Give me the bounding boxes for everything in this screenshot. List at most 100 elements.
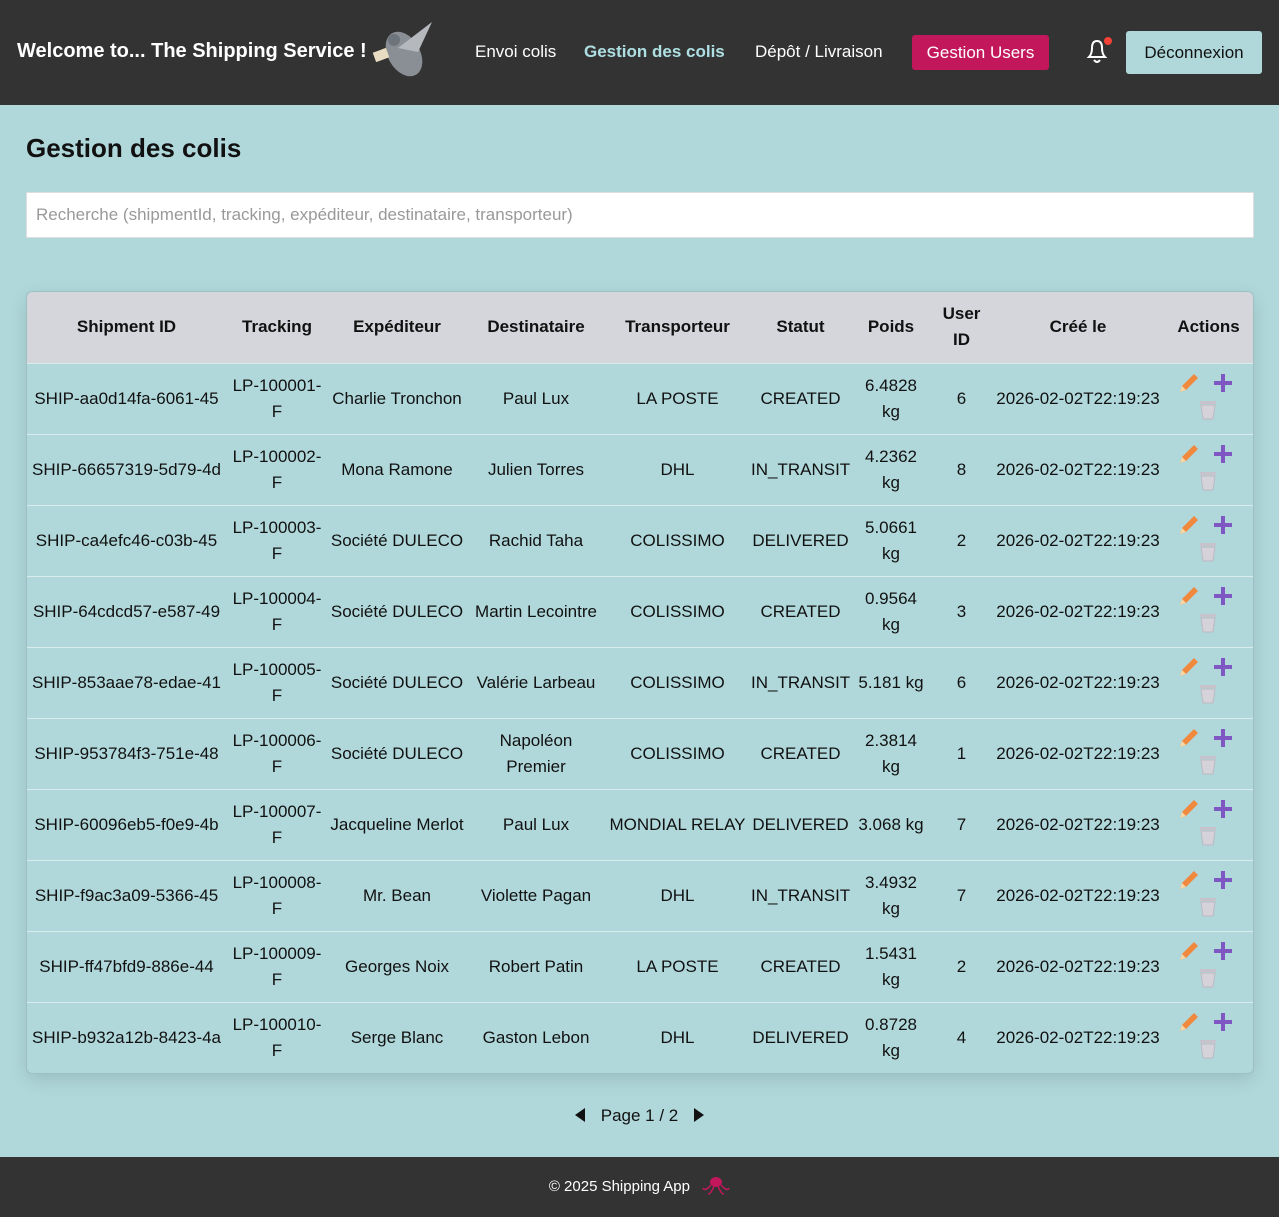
add-icon[interactable] xyxy=(1213,870,1232,889)
table-cell: CREATED xyxy=(749,362,852,434)
column-header: User ID xyxy=(930,292,993,363)
delete-icon[interactable] xyxy=(1199,1039,1216,1059)
delete-icon[interactable] xyxy=(1199,684,1216,703)
edit-icon[interactable] xyxy=(1179,657,1198,676)
add-icon[interactable] xyxy=(1213,515,1232,534)
page-title: Gestion des colis xyxy=(26,133,242,163)
table-cell: LP-100007-F xyxy=(226,788,328,860)
table-row: SHIP-f9ac3a09-5366-45 LP-100008-F Mr. Bean… xyxy=(27,859,1253,931)
add-icon[interactable] xyxy=(1213,728,1232,747)
table-row: SHIP-64cdcd57-e587-49 LP-100004-F Société … xyxy=(27,575,1253,647)
actions-cell xyxy=(1163,646,1253,718)
page-label: Page 1 / 2 xyxy=(600,1106,679,1125)
edit-icon[interactable] xyxy=(1179,941,1198,960)
add-icon[interactable] xyxy=(1213,373,1232,392)
logout-button[interactable]: Déconnexion xyxy=(1126,31,1262,74)
delete-icon[interactable] xyxy=(1199,613,1216,632)
table-cell: 2026-02-02T22:19:23 xyxy=(993,930,1163,1002)
notifications[interactable] xyxy=(1084,36,1112,66)
table-cell: SHIP-ff47bfd9-886e-44 xyxy=(27,930,226,1002)
table-cell: Société DULECO xyxy=(328,646,466,718)
table-body: SHIP-aa0d14fa-6061-45 LP-100001-F Charlie … xyxy=(27,362,1253,1073)
delete-icon[interactable] xyxy=(1199,755,1216,774)
table-cell: LP-100004-F xyxy=(226,575,328,647)
pagination: Page 1 / 2 xyxy=(0,1106,1279,1126)
nav-link[interactable]: Dépôt / Livraison xyxy=(755,42,883,61)
column-header: Destinataire xyxy=(466,292,606,363)
table-cell: COLISSIMO xyxy=(606,504,749,576)
delete-icon[interactable] xyxy=(1199,400,1216,419)
table-cell: Société DULECO xyxy=(328,504,466,576)
delete-icon[interactable] xyxy=(1199,826,1216,845)
table-row: SHIP-b932a12b-8423-4a LP-100010-F Serge Bl… xyxy=(27,1001,1253,1073)
table-cell: SHIP-b932a12b-8423-4a xyxy=(27,1001,226,1073)
edit-icon[interactable] xyxy=(1179,870,1198,889)
edit-icon[interactable] xyxy=(1179,1012,1198,1031)
row-actions-icons xyxy=(1179,1012,1232,1059)
row-actions-icons xyxy=(1179,941,1232,987)
table-row: SHIP-aa0d14fa-6061-45 LP-100001-F Charlie … xyxy=(27,362,1253,434)
edit-icon[interactable] xyxy=(1179,444,1198,463)
prev-page[interactable] xyxy=(573,1107,587,1123)
table-row: SHIP-66657319-5d79-4d LP-100002-F Mona Ram… xyxy=(27,433,1253,505)
delete-icon[interactable] xyxy=(1199,542,1216,561)
row-actions-icons xyxy=(1179,515,1232,561)
actions-cell xyxy=(1163,859,1253,931)
table-row: SHIP-ca4efc46-c03b-45 LP-100003-F Société … xyxy=(27,504,1253,576)
column-header: Tracking xyxy=(226,292,328,363)
table-cell: 4.2362 kg xyxy=(852,433,930,505)
add-icon[interactable] xyxy=(1213,657,1232,676)
next-page[interactable] xyxy=(692,1107,706,1123)
table-cell: Mr. Bean xyxy=(328,859,466,931)
edit-icon[interactable] xyxy=(1179,728,1198,747)
edit-icon[interactable] xyxy=(1179,586,1198,605)
edit-icon[interactable] xyxy=(1179,799,1198,818)
actions-cell xyxy=(1163,930,1253,1002)
table-cell: 6.4828 kg xyxy=(852,362,930,434)
table-cell: Charlie Tronchon xyxy=(328,362,466,434)
actions-cell xyxy=(1163,1001,1253,1073)
add-icon[interactable] xyxy=(1213,586,1232,605)
table-cell: Société DULECO xyxy=(328,717,466,789)
delete-icon[interactable] xyxy=(1199,968,1216,987)
table-cell: DELIVERED xyxy=(749,1001,852,1073)
actions-cell xyxy=(1163,717,1253,789)
shipments-table: Shipment ID Tracking Expéditeur Destinatair… xyxy=(27,292,1253,1073)
nav-link[interactable]: Envoi colis xyxy=(475,42,557,61)
table-cell: CREATED xyxy=(749,717,852,789)
table-cell: Georges Noix xyxy=(328,930,466,1002)
table-cell: Valérie Larbeau xyxy=(466,646,606,718)
nav-button[interactable]: Gestion Users xyxy=(912,35,1049,70)
add-icon[interactable] xyxy=(1213,941,1232,960)
table-cell: Paul Lux xyxy=(466,788,606,860)
row-actions-icons xyxy=(1179,586,1232,632)
edit-icon[interactable] xyxy=(1179,373,1198,392)
table-cell: 6 xyxy=(930,362,993,434)
delete-icon[interactable] xyxy=(1199,897,1216,916)
nav-link-active[interactable]: Gestion des colis xyxy=(584,42,725,61)
delete-icon[interactable] xyxy=(1199,471,1216,490)
column-header: Statut xyxy=(749,292,852,363)
row-actions-icons xyxy=(1179,657,1232,703)
table-cell: Mona Ramone xyxy=(328,433,466,505)
table-cell: 2026-02-02T22:19:23 xyxy=(993,362,1163,434)
table-cell: LP-100010-F xyxy=(226,1001,328,1073)
search-input[interactable]: Recherche (shipmentId, tracking, expédit… xyxy=(26,192,1254,238)
table-cell: COLISSIMO xyxy=(606,575,749,647)
add-icon[interactable] xyxy=(1213,1012,1232,1031)
table-cell: 7 xyxy=(930,788,993,860)
table-cell: DHL xyxy=(606,1001,749,1073)
add-icon[interactable] xyxy=(1213,799,1232,818)
table-cell: Violette Pagan xyxy=(466,859,606,931)
table-cell: Martin Lecointre xyxy=(466,575,606,647)
table-cell: 0.8728 kg xyxy=(852,1001,930,1073)
table-cell: DELIVERED xyxy=(749,504,852,576)
actions-cell xyxy=(1163,362,1253,434)
table-cell: LP-100001-F xyxy=(226,362,328,434)
top-bar: Welcome to... The Shipping Service ! Env… xyxy=(0,0,1279,105)
add-icon[interactable] xyxy=(1213,444,1232,463)
table-cell: 2026-02-02T22:19:23 xyxy=(993,433,1163,505)
edit-icon[interactable] xyxy=(1179,515,1198,534)
table-cell: 2026-02-02T22:19:23 xyxy=(993,504,1163,576)
column-header: Actions xyxy=(1163,292,1253,363)
